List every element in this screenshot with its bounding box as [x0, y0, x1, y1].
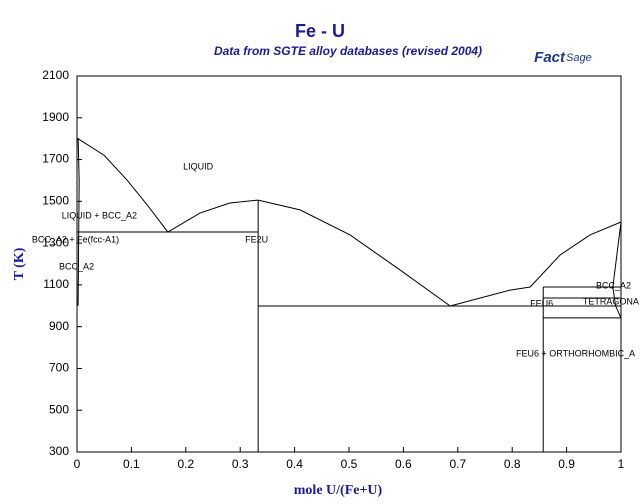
- y-axis-label: T (K): [12, 247, 27, 280]
- y-tick-label: 1300: [42, 235, 69, 249]
- x-tick-label: 0.8: [504, 457, 521, 471]
- x-tick-label: 0.5: [341, 457, 358, 471]
- phase-label: FE2U: [245, 234, 268, 244]
- y-tick-label: 1700: [42, 152, 69, 166]
- logo-bold: Fact: [534, 49, 566, 66]
- y-tick-label: 900: [49, 319, 69, 333]
- y-tick-label: 700: [49, 361, 69, 375]
- y-tick-label: 1100: [43, 277, 69, 291]
- phase-label: TETRAGONA: [583, 296, 639, 306]
- x-tick-label: 0.6: [395, 457, 412, 471]
- phase-boundary: [258, 199, 451, 307]
- plot-frame: [76, 75, 622, 453]
- x-tick-label: 0.3: [232, 457, 249, 471]
- phase-label: BCC_A2: [596, 280, 631, 290]
- x-tick-label: 0.9: [558, 457, 575, 471]
- phase-label: FEU6: [530, 298, 553, 308]
- phase-boundary: [450, 221, 622, 307]
- logo-light: Sage: [566, 52, 592, 64]
- x-tick-label: 0.7: [449, 457, 466, 471]
- phase-boundary: [76, 137, 169, 233]
- x-tick-label: 0.1: [123, 457, 140, 471]
- x-axis-label: mole U/(Fe+U): [294, 483, 383, 498]
- phase-boundary: [167, 199, 259, 233]
- y-tick-label: 300: [49, 444, 69, 458]
- phase-label: LIQUID: [183, 161, 214, 171]
- phase-boundary: [77, 138, 80, 306]
- x-tick-label: 1: [618, 457, 625, 471]
- y-tick-label: 1500: [42, 194, 69, 208]
- x-tick-label: 0.4: [286, 457, 303, 471]
- phase-label: FEU6 + ORTHORHOMBIC_A: [516, 348, 635, 358]
- phase-label: BCC_A2: [59, 261, 94, 271]
- y-tick-label: 2100: [42, 68, 69, 82]
- phase-boundary: [612, 221, 622, 319]
- phase-label: LIQUID + BCC_A2: [62, 210, 137, 220]
- chart-title: Fe - U: [295, 21, 345, 41]
- phase-label: BCC_A2 + Fe(fcc-A1): [32, 234, 119, 244]
- x-tick-label: 0: [74, 457, 81, 471]
- chart-subtitle: Data from SGTE alloy databases (revised …: [214, 44, 482, 58]
- y-tick-label: 500: [49, 402, 69, 416]
- y-tick-label: 1900: [42, 110, 69, 124]
- x-tick-label: 0.2: [177, 457, 194, 471]
